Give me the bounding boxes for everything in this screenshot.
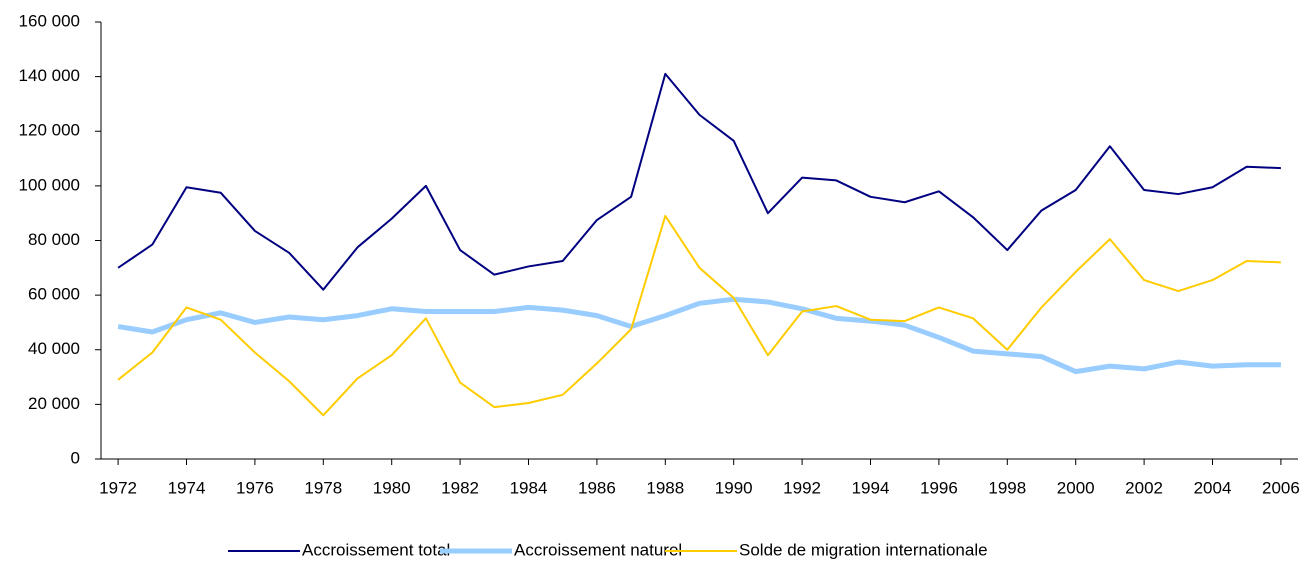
x-tick-label: 1990 [715,478,753,497]
x-tick-label: 1972 [99,478,137,497]
x-tick-label: 1988 [646,478,684,497]
x-tick-label: 1992 [783,478,821,497]
x-tick-label: 1974 [168,478,206,497]
x-tick-label: 2002 [1125,478,1163,497]
legend-label: Solde de migration internationale [739,540,988,559]
x-tick-label: 1976 [236,478,274,497]
y-tick-label: 140 000 [19,66,80,85]
x-tick-label: 1982 [441,478,479,497]
y-tick-label: 120 000 [19,121,80,140]
y-tick-label: 0 [71,448,80,467]
series-line [117,296,1281,375]
x-tick-label: 2000 [1057,478,1095,497]
x-tick-label: 1994 [852,478,890,497]
y-tick-label: 160 000 [19,11,80,30]
x-tick-label: 1986 [578,478,616,497]
y-tick-label: 80 000 [28,230,80,249]
legend-label: Accroissement total [302,540,450,559]
x-tick-label: 2006 [1262,478,1300,497]
series-line [117,72,1281,291]
x-tick-label: 1998 [988,478,1026,497]
y-tick-label: 20 000 [28,394,80,413]
y-tick-label: 40 000 [28,339,80,358]
x-tick-label: 1978 [304,478,342,497]
x-tick-label: 1984 [510,478,548,497]
y-tick-label: 100 000 [19,175,80,194]
legend-label: Accroissement naturel [514,540,682,559]
series-line [117,214,1281,417]
y-tick-label: 60 000 [28,285,80,304]
x-tick-label: 2004 [1194,478,1232,497]
x-tick-label: 1980 [373,478,411,497]
x-tick-label: 1996 [920,478,958,497]
